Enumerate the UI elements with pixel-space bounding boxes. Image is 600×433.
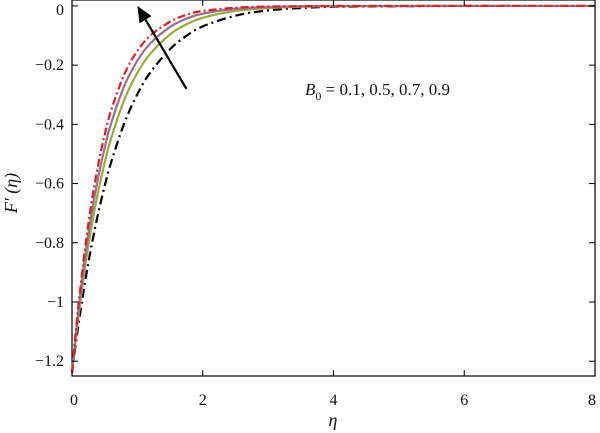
x-tick-label: 0 [70, 392, 78, 409]
x-tick-label: 2 [199, 392, 207, 409]
y-axis-ticks: 0 −0.2 −0.4 −0.6 −0.8 −1 −1.2 [35, 2, 595, 370]
annotation-arrow-head [137, 5, 152, 24]
x-tick-label: 6 [460, 392, 468, 409]
annotation-values: = 0.1, 0.5, 0.7, 0.9 [321, 80, 450, 99]
y-tick-label: −0.8 [35, 235, 64, 252]
series-line-2 [70, 4, 595, 374]
annotation-arrow-shaft [144, 19, 188, 90]
y-tick-label: −0.2 [35, 57, 64, 74]
annotation-layer [137, 5, 188, 90]
y-tick-label: −0.6 [35, 176, 64, 193]
annotation-label: B0 = 0.1, 0.5, 0.7, 0.9 [305, 80, 450, 103]
x-tick-label: 4 [330, 392, 338, 409]
series-line-4 [70, 4, 595, 374]
x-axis-label: η [329, 410, 338, 430]
y-axis-label: F′ (η) [1, 173, 22, 214]
plot-frame [71, 0, 596, 377]
y-tick-label: −0.4 [35, 116, 64, 133]
y-tick-label: 0 [56, 2, 64, 19]
series-layer [70, 4, 595, 374]
y-tick-label: −1.2 [35, 353, 64, 370]
series-line-3 [70, 4, 595, 374]
annotation-subscript: 0 [315, 89, 321, 103]
series-line-1 [70, 4, 595, 374]
x-tick-label: 8 [588, 392, 596, 409]
annotation-prefix: B [305, 80, 316, 99]
x-axis-ticks: 0 2 4 6 8 [70, 0, 596, 409]
y-tick-label: −1 [47, 294, 64, 311]
